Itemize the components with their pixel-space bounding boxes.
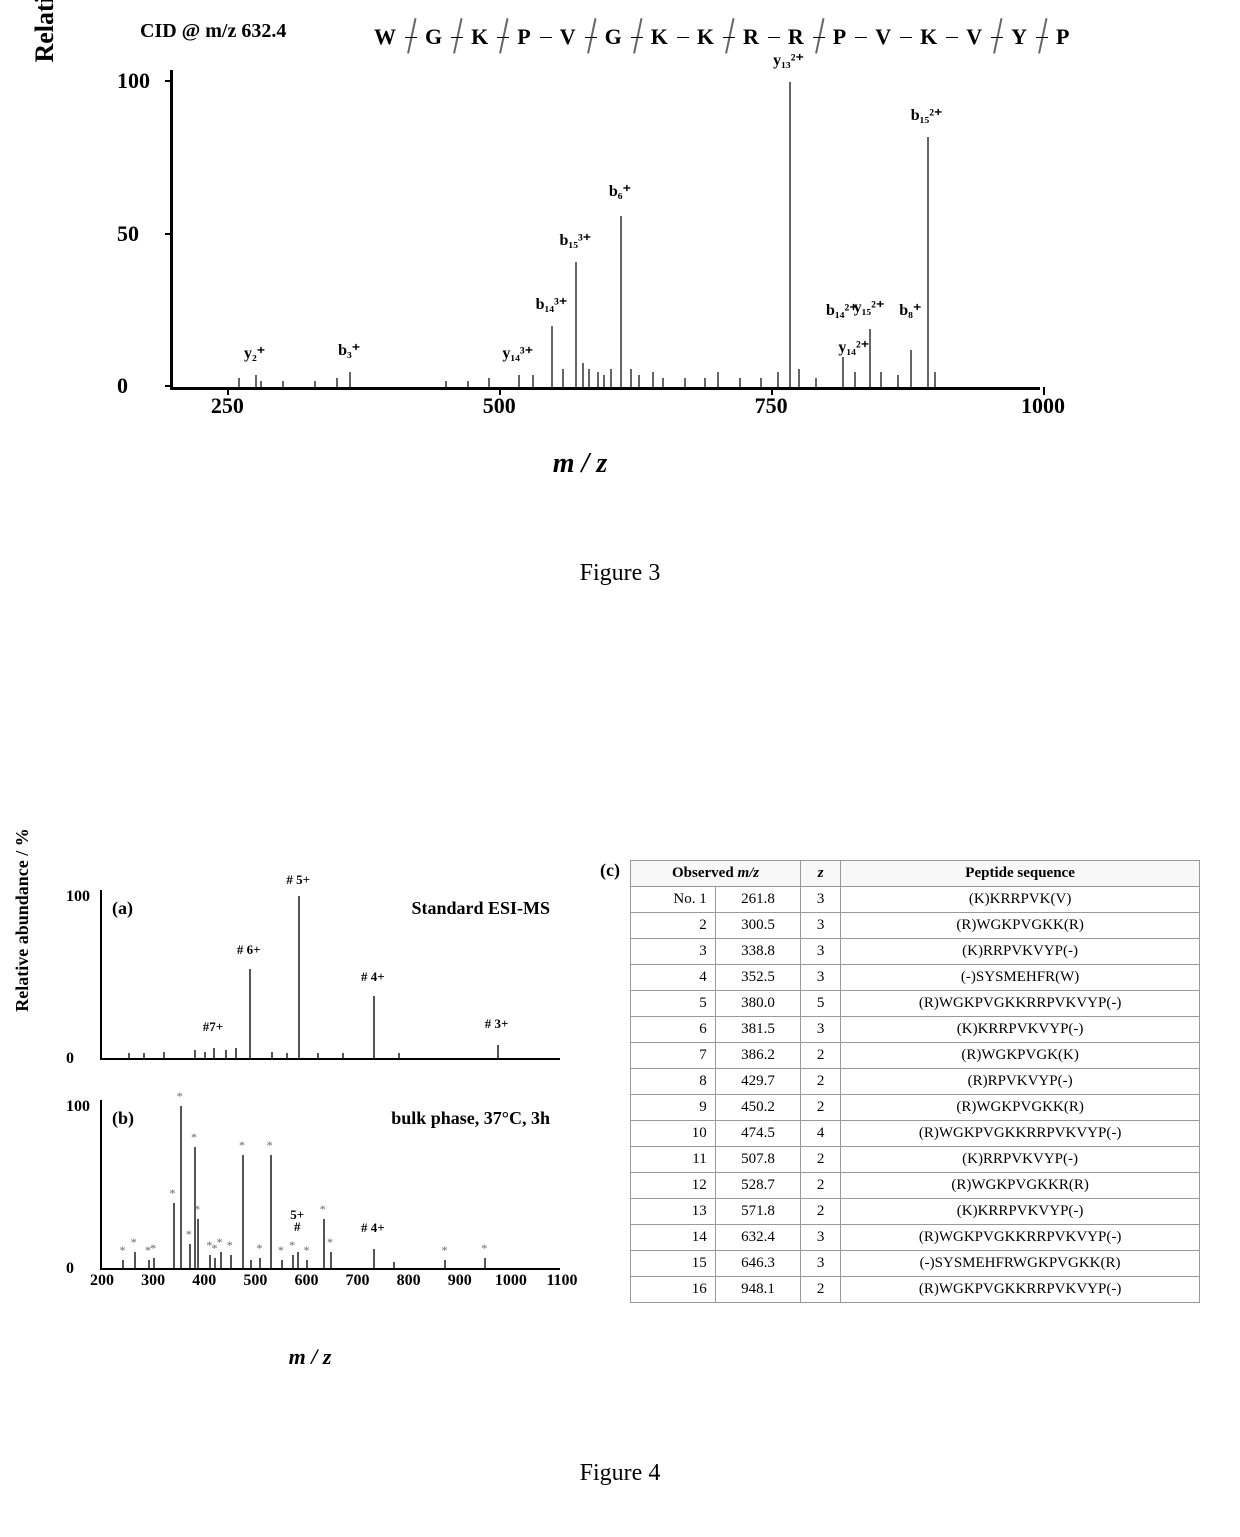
peptide-table: Observed m/zzPeptide sequenceNo. 1261.83… bbox=[630, 860, 1200, 1303]
panel-b: (b) bulk phase, 37°C, 3h 0100***********… bbox=[100, 1100, 560, 1270]
figure-3: CID @ m/z 632.4 WGKPVGKKRRPVKVYP Relativ… bbox=[40, 20, 1120, 480]
panel-a-label: (a) bbox=[112, 898, 133, 919]
panel-c-label: (c) bbox=[600, 860, 620, 881]
panel-a: (a) Standard ESI-MS 0100#7+# 6+# 5+# 4+#… bbox=[100, 890, 560, 1060]
panel-b-label: (b) bbox=[112, 1108, 134, 1129]
y-axis-label: Relative abundance / % bbox=[12, 770, 33, 1070]
peptide-sequence: WGKPVGKKRRPVKVYP bbox=[360, 24, 1084, 50]
figure-4: Relative abundance / % (a) Standard ESI-… bbox=[20, 860, 1220, 1420]
spectrum-plot: 0501002505007501000y₂⁺b₃⁺y₁₄³⁺b₁₄³⁺b₁₅³⁺… bbox=[170, 70, 1040, 390]
figure-4-spectra: Relative abundance / % (a) Standard ESI-… bbox=[20, 890, 600, 1330]
panel-a-title: Standard ESI-MS bbox=[411, 898, 550, 919]
panel-b-title: bulk phase, 37°C, 3h bbox=[391, 1108, 550, 1129]
x-axis-label: m / z bbox=[553, 448, 607, 480]
cid-label: CID @ m/z 632.4 bbox=[140, 20, 286, 43]
figure-3-caption: Figure 3 bbox=[580, 560, 661, 587]
y-axis-label: Relative abundance / % bbox=[30, 0, 60, 90]
figure-4-caption: Figure 4 bbox=[580, 1460, 661, 1487]
x-axis-label: m / z bbox=[289, 1344, 332, 1370]
